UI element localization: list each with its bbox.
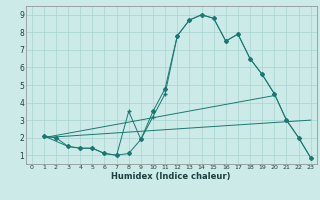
X-axis label: Humidex (Indice chaleur): Humidex (Indice chaleur)	[111, 172, 231, 181]
